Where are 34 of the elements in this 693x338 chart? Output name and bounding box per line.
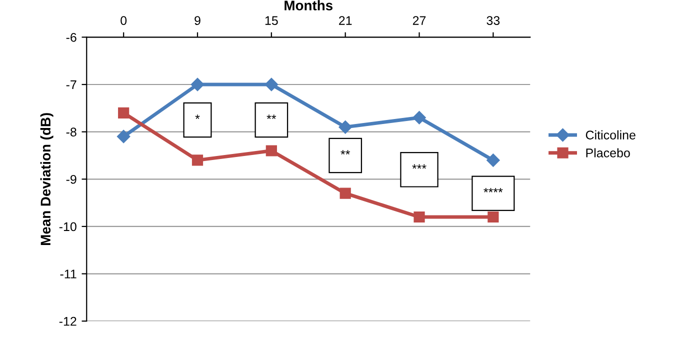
x-tick-label: 33 bbox=[486, 16, 500, 25]
y-axis-title: Mean Deviation (dB) bbox=[40, 113, 54, 245]
annotation: *** bbox=[412, 164, 426, 169]
y-tick-label: -12 bbox=[59, 316, 76, 326]
y-tick-label: -7 bbox=[66, 80, 76, 90]
point bbox=[486, 154, 500, 167]
y-tick-label: -9 bbox=[66, 174, 76, 184]
x-axis-title: Months bbox=[284, 0, 333, 10]
point bbox=[412, 111, 426, 124]
x-tick-label: 21 bbox=[339, 16, 352, 25]
point bbox=[190, 78, 204, 92]
point bbox=[192, 154, 204, 166]
point bbox=[414, 211, 425, 223]
annotation: ** bbox=[340, 150, 350, 154]
x-tick-label: 9 bbox=[194, 16, 200, 25]
point bbox=[488, 211, 499, 223]
point bbox=[118, 107, 130, 118]
x-tick-label: 27 bbox=[412, 16, 426, 25]
y-tick-label: -8 bbox=[66, 128, 76, 136]
y-tick-label: -10 bbox=[59, 222, 76, 232]
legend-label: Citicoline bbox=[586, 130, 636, 140]
annotation: ** bbox=[266, 114, 276, 120]
annotation: **** bbox=[484, 188, 503, 192]
point bbox=[338, 120, 352, 134]
point bbox=[340, 188, 351, 199]
y-tick-label: -6 bbox=[66, 32, 76, 42]
point bbox=[264, 78, 278, 92]
legend-label: Placebo bbox=[586, 148, 630, 158]
point bbox=[116, 130, 130, 144]
x-tick-label: 0 bbox=[120, 16, 127, 25]
annotation: * bbox=[195, 114, 200, 120]
y-tick-label: -11 bbox=[60, 270, 76, 278]
x-tick-label: 15 bbox=[265, 16, 278, 25]
point bbox=[266, 145, 277, 156]
